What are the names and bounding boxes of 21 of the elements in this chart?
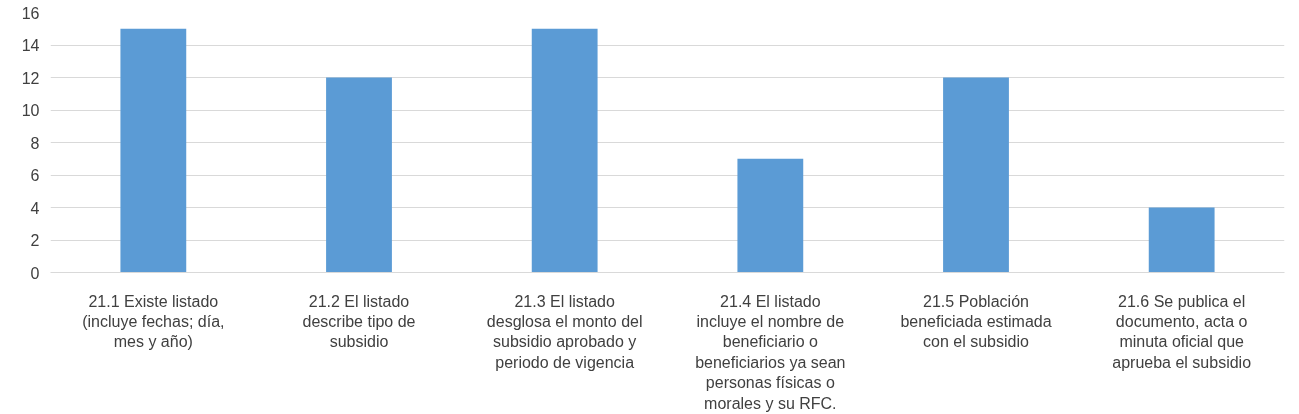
y-tick-label: 0 xyxy=(30,264,40,282)
y-tick-label: 8 xyxy=(30,134,40,152)
y-tick-label: 14 xyxy=(21,37,40,54)
y-tick-label: 12 xyxy=(21,69,40,87)
bar xyxy=(943,77,1009,273)
y-tick-label: 16 xyxy=(21,4,40,22)
bar xyxy=(120,28,187,273)
x-tick-label: 21.6 Se publica el documento, acta o minuta oficial que aprueba el subsidio xyxy=(1112,292,1252,371)
bar xyxy=(737,158,804,273)
bar xyxy=(326,77,392,273)
x-tick-label: 21.2 El listado describe tipo de subsidio xyxy=(302,292,416,351)
x-tick-label: 21.5 Población beneficiada estimada con el subsidio xyxy=(900,292,1052,351)
bar xyxy=(531,28,598,273)
y-tick-label: 10 xyxy=(21,102,40,119)
x-tick-label: 21.4 El listado incluye el nombre de beneficiario o beneficiarios ya sean personas físicas o morales y su RFC. xyxy=(695,292,846,412)
y-tick-label: 2 xyxy=(30,232,40,249)
x-tick-label: 21.1 Existe listado (incluye fechas; día, mes y año) xyxy=(82,292,225,351)
y-tick-label: 4 xyxy=(30,199,40,217)
y-tick-label: 6 xyxy=(30,167,40,184)
x-tick-label: 21.3 El listado desglosa el monto del subsidio aprobado y periodo de vigencia xyxy=(486,292,643,371)
bar xyxy=(1148,207,1215,273)
